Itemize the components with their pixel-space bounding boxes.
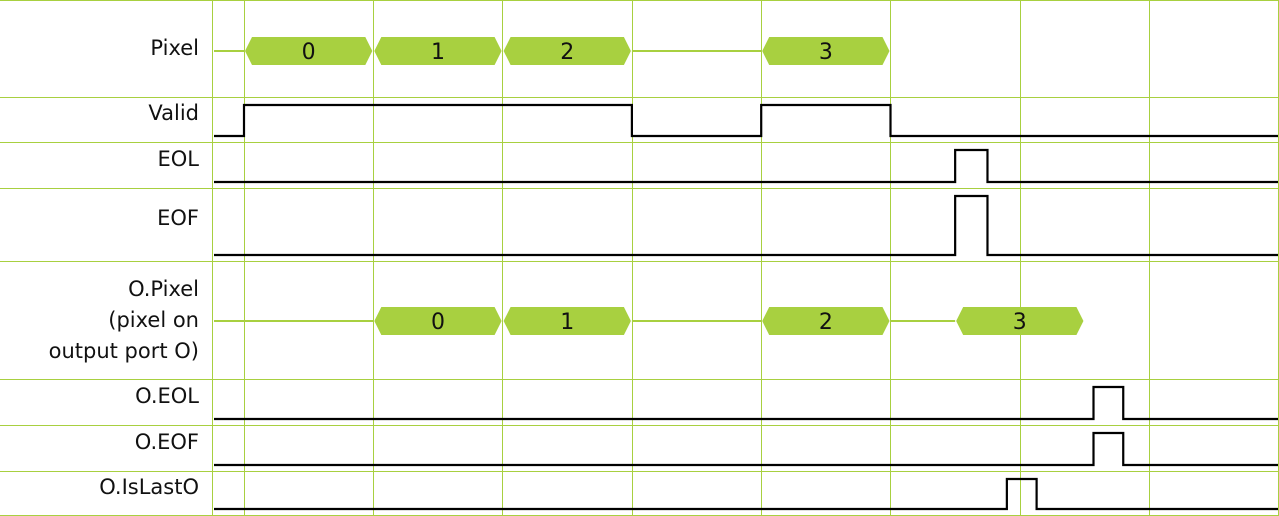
signal-label: O.EOL <box>135 383 199 408</box>
bus-value-segment <box>245 37 373 65</box>
signal-label: EOL <box>157 146 200 171</box>
signal-label: O.IsLastO <box>99 474 199 499</box>
bus-value-segment <box>956 307 1084 335</box>
bus-value-label: 3 <box>819 40 833 65</box>
signal-label: O.Pixel (pixel on output port O) <box>48 276 199 363</box>
waveform-eol <box>214 148 1278 184</box>
bus-value-label: 2 <box>560 40 574 65</box>
bus-value-label: 1 <box>560 310 574 335</box>
signal-label: O.EOF <box>134 429 199 454</box>
waveform-eof <box>214 194 1278 257</box>
waveform-o-eol <box>214 385 1278 421</box>
waveform-valid <box>214 103 1278 138</box>
signal-label: EOF <box>157 206 199 230</box>
bus-value-label: 2 <box>819 310 833 335</box>
bus-value-segment <box>374 37 502 65</box>
bus-value-segment <box>762 37 890 65</box>
bus-value-segment <box>374 307 502 335</box>
bus-value-label: 3 <box>1013 310 1027 335</box>
bus-value-label: 1 <box>431 40 445 65</box>
signal-label: Valid <box>148 101 199 125</box>
bus-value-segment <box>503 37 631 65</box>
waveform-o-eof <box>214 431 1278 467</box>
bus-value-label: 0 <box>431 310 445 335</box>
bus-value-segment <box>762 307 890 335</box>
signal-label: Pixel <box>150 36 199 60</box>
waveform-o-islasto <box>214 477 1278 511</box>
bus-value-segment <box>503 307 631 335</box>
bus-value-label: 0 <box>302 40 316 65</box>
